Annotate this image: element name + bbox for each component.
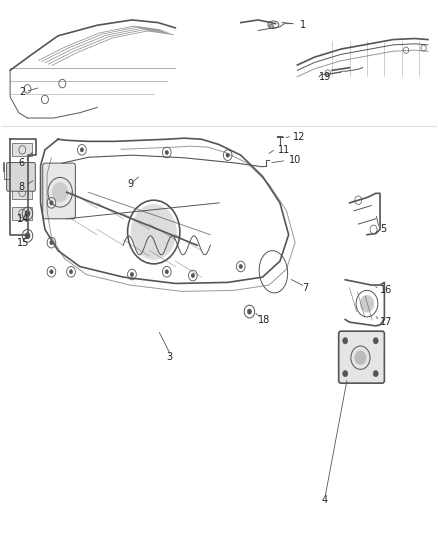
Circle shape — [52, 183, 68, 202]
Circle shape — [343, 337, 348, 344]
Text: 8: 8 — [19, 182, 25, 192]
Text: 10: 10 — [289, 156, 301, 165]
Bar — [12, 207, 32, 220]
FancyBboxPatch shape — [43, 163, 75, 219]
Circle shape — [130, 272, 134, 277]
Bar — [12, 165, 32, 177]
Circle shape — [247, 309, 252, 314]
Text: 5: 5 — [380, 224, 386, 235]
FancyBboxPatch shape — [339, 331, 385, 383]
Text: 15: 15 — [17, 238, 29, 248]
Circle shape — [343, 370, 348, 377]
Text: 6: 6 — [19, 158, 25, 168]
Text: 1: 1 — [300, 20, 306, 30]
Text: 16: 16 — [380, 285, 392, 295]
Text: 11: 11 — [278, 145, 290, 155]
Circle shape — [360, 295, 374, 312]
Circle shape — [49, 270, 53, 274]
FancyBboxPatch shape — [7, 163, 35, 191]
Text: 17: 17 — [380, 317, 392, 327]
Text: 2: 2 — [19, 86, 25, 96]
Circle shape — [373, 337, 378, 344]
Text: 9: 9 — [127, 179, 134, 189]
Text: 14: 14 — [17, 214, 29, 224]
Ellipse shape — [269, 24, 273, 28]
Circle shape — [355, 351, 366, 365]
Circle shape — [191, 273, 194, 278]
Text: 18: 18 — [258, 314, 270, 325]
Circle shape — [49, 240, 53, 245]
Circle shape — [25, 233, 30, 238]
Circle shape — [239, 264, 243, 269]
Text: 3: 3 — [167, 352, 173, 361]
Text: 7: 7 — [302, 282, 308, 293]
Bar — [12, 186, 32, 199]
Circle shape — [373, 370, 378, 377]
Text: 19: 19 — [319, 71, 332, 82]
Circle shape — [131, 205, 177, 260]
Circle shape — [69, 270, 73, 274]
Text: 4: 4 — [321, 495, 327, 505]
Circle shape — [49, 201, 53, 205]
Bar — [12, 143, 32, 156]
Circle shape — [25, 211, 30, 216]
Circle shape — [80, 148, 84, 152]
Text: 12: 12 — [293, 132, 305, 142]
Circle shape — [226, 153, 230, 157]
Circle shape — [165, 270, 169, 274]
Circle shape — [165, 150, 169, 155]
